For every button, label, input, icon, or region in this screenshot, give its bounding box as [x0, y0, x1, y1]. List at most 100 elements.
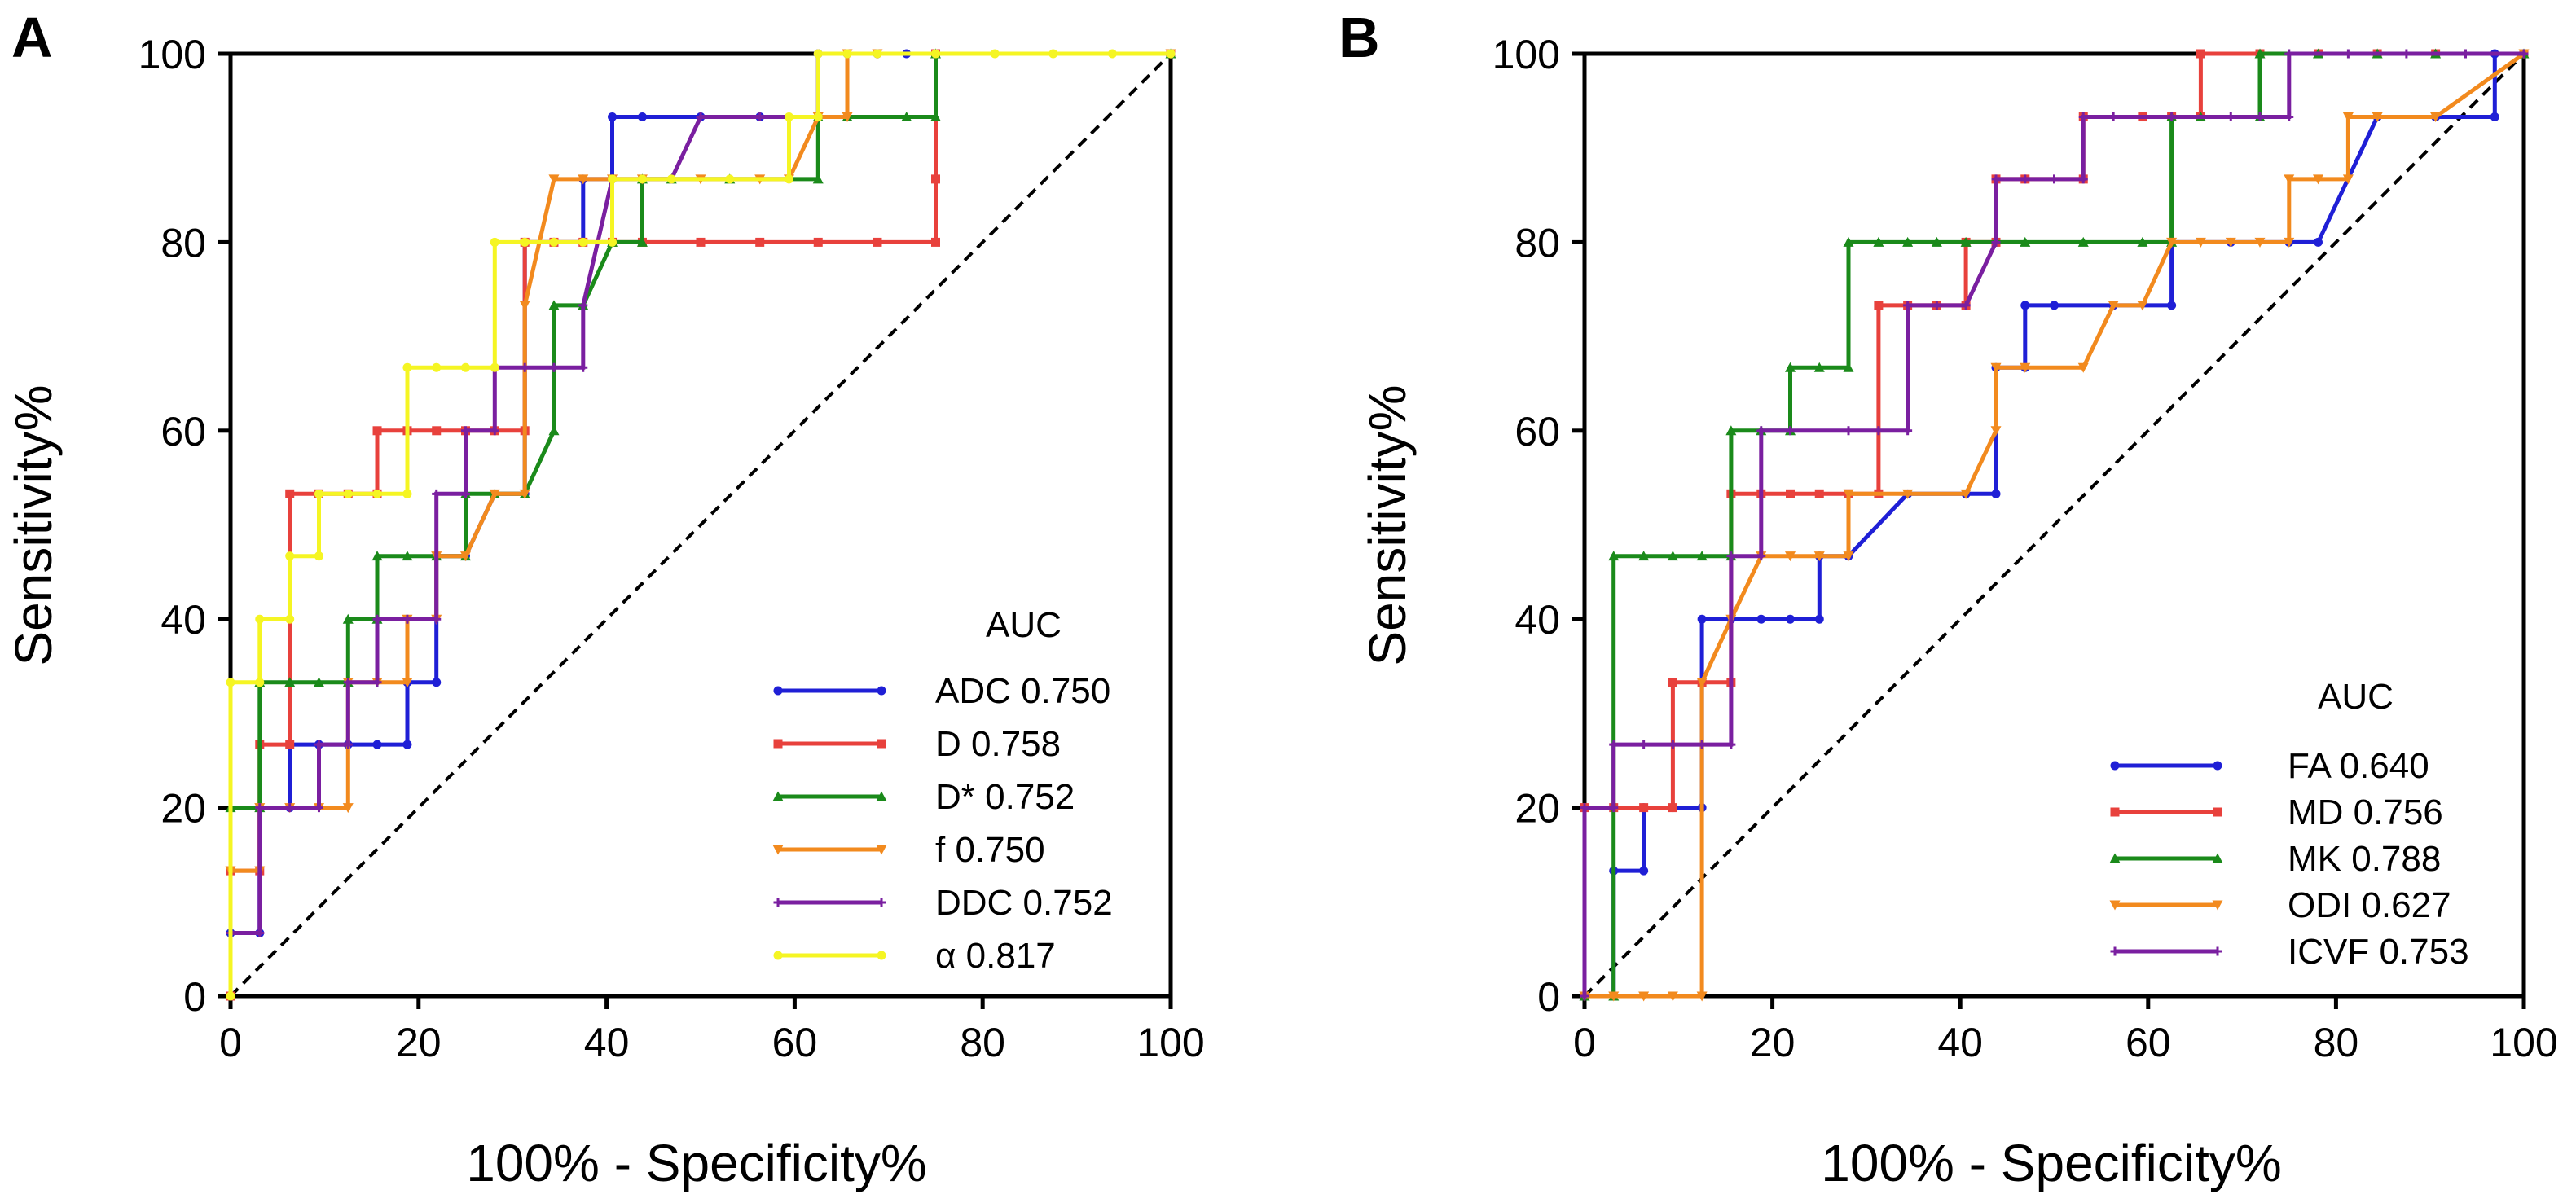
data-point-icvf: [2050, 174, 2059, 184]
data-point-odi: [1785, 551, 1796, 562]
legend-marker-d-star: [772, 791, 784, 801]
data-point-icvf: [1668, 740, 1677, 749]
data-point-odi: [2342, 174, 2354, 185]
data-point-mk: [1638, 551, 1650, 561]
data-point-icvf: [1609, 740, 1619, 749]
legend-entry-fa: FA 0.640: [2110, 746, 2429, 786]
legend-entry-odi: ODI 0.627: [2109, 885, 2451, 925]
data-point-icvf: [1580, 991, 1589, 1001]
panel-a-plot-area: 0 20 40 60 80 100 0 20 40 60 80 100: [138, 32, 1205, 1065]
legend-marker-odi: [2109, 900, 2121, 911]
legend-marker-fa: [2213, 761, 2222, 771]
legend-marker-mk: [2109, 853, 2121, 863]
data-point-odi: [1638, 991, 1650, 1002]
legend-label-md: MD 0.756: [2288, 792, 2443, 832]
legend-label-ddc: DDC 0.752: [935, 883, 1113, 923]
x-tick-label: 60: [2125, 1020, 2171, 1065]
data-point-alpha: [666, 174, 676, 184]
data-point-mk: [1843, 236, 1854, 247]
series-line-odi: [1582, 50, 2527, 999]
data-point-d-star: [636, 236, 648, 247]
data-point-fa: [2167, 301, 2177, 310]
legend-entry-adc: ADC 0.750: [773, 671, 1110, 711]
legend-marker-adc: [773, 686, 783, 696]
data-point-odi: [2284, 237, 2295, 248]
data-point-odi: [2108, 301, 2119, 311]
data-point-odi: [1902, 489, 1914, 499]
x-tick-label: 40: [584, 1020, 630, 1065]
data-point-d-star: [313, 677, 324, 687]
series-icvf: [1580, 49, 2529, 1001]
data-point-ddc: [343, 678, 353, 687]
panel-a-legend-title: AUC: [986, 605, 1062, 645]
data-point-md: [1668, 678, 1677, 687]
data-point-d: [813, 237, 823, 247]
data-point-mk: [1960, 236, 1972, 247]
data-point-icvf: [2519, 49, 2529, 59]
panel-a-legend: ADC 0.750 D 0.758 D* 0.752 f 0.750 DDC 0.752…: [772, 671, 1113, 976]
data-point-icvf: [1639, 740, 1649, 749]
panel-b-legend: FA 0.640 MD 0.756 MK 0.788 ODI 0.627 ICVF 0.…: [2109, 746, 2469, 972]
data-point-alpha: [784, 174, 793, 184]
data-point-odi: [1843, 489, 1854, 499]
data-point-d: [755, 237, 765, 247]
data-point-odi: [2225, 237, 2236, 248]
data-point-icvf: [1844, 426, 1853, 436]
data-point-d: [696, 237, 706, 247]
data-point-icvf: [1991, 174, 2001, 184]
data-point-adc: [608, 112, 618, 122]
x-tick-label: 20: [1750, 1020, 1796, 1065]
data-point-fa: [2020, 301, 2030, 310]
series-line-mk: [1582, 51, 2526, 999]
data-point-ddc: [255, 928, 265, 937]
legend-entry-alpha: α 0.817: [773, 936, 1056, 976]
data-point-mk: [1873, 236, 1884, 247]
data-point-alpha: [402, 489, 412, 498]
x-tick-label: 80: [2314, 1020, 2359, 1065]
series-line-f: [228, 51, 1173, 873]
data-point-fa: [1786, 614, 1796, 624]
data-point-d: [873, 237, 882, 247]
data-point-d-star: [402, 551, 413, 561]
y-tick-label: 100: [138, 32, 206, 77]
data-point-icvf: [1697, 740, 1707, 749]
data-point-fa: [1814, 614, 1824, 624]
data-point-fa: [1697, 614, 1707, 624]
data-point-alpha: [226, 678, 235, 687]
data-point-ddc: [755, 112, 765, 122]
data-point-odi: [1990, 426, 2002, 437]
data-point-alpha: [255, 678, 265, 687]
data-point-adc: [372, 740, 382, 749]
panel-b-y-axis-title: Sensitivity%: [1358, 385, 1417, 666]
y-tick-label: 40: [160, 597, 206, 643]
data-point-alpha: [372, 489, 382, 498]
data-point-fa: [1639, 866, 1649, 876]
data-point-icvf: [1726, 740, 1736, 749]
data-point-icvf: [1961, 301, 1971, 310]
data-point-md: [1668, 803, 1677, 813]
legend-marker-ddc: [877, 898, 886, 907]
data-point-icvf: [1903, 426, 1913, 436]
data-point-adc: [637, 112, 647, 122]
legend-label-d: D 0.758: [935, 724, 1061, 764]
data-point-icvf: [1756, 426, 1766, 436]
panel-a-x-axis-title: 100% - Specificity%: [466, 1134, 927, 1192]
data-point-alpha: [637, 174, 647, 184]
data-point-alpha: [285, 551, 295, 561]
data-point-d-star: [930, 112, 941, 122]
legend-marker-ddc: [773, 898, 783, 907]
data-point-icvf: [2020, 174, 2030, 184]
data-point-icvf: [2284, 49, 2294, 59]
data-point-ddc: [461, 426, 470, 436]
data-point-fa: [2050, 301, 2059, 310]
panel-b-letter: B: [1339, 6, 1380, 69]
data-point-icvf: [1903, 301, 1913, 310]
legend-marker-md: [2110, 807, 2120, 817]
y-tick-label: 0: [1537, 974, 1560, 1020]
data-point-alpha: [1166, 49, 1176, 59]
data-point-alpha: [461, 362, 470, 372]
data-point-d: [285, 740, 295, 749]
data-point-odi: [1843, 551, 1854, 562]
data-point-fa: [1756, 614, 1766, 624]
data-point-md: [1874, 301, 1884, 310]
